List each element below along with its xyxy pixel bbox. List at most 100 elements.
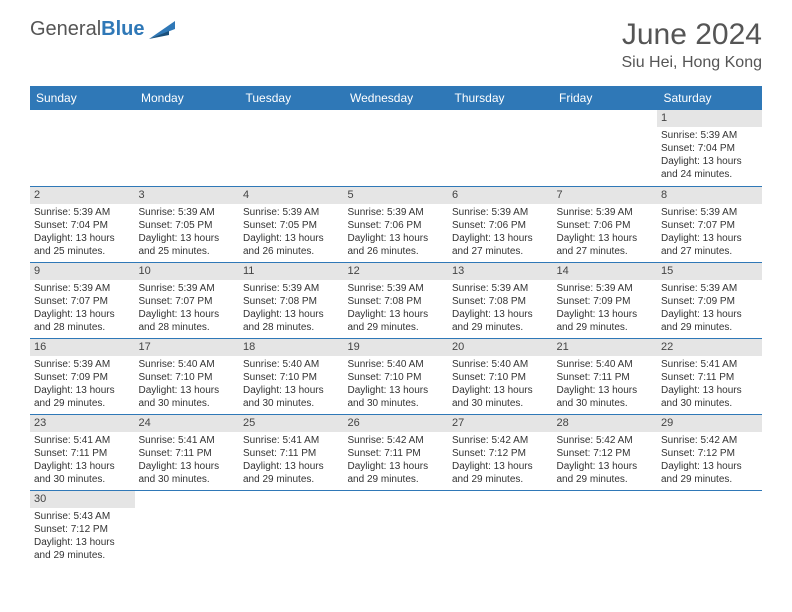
sunset-text: Sunset: 7:06 PM	[348, 219, 445, 232]
day-number: 26	[344, 415, 449, 432]
calendar-day-cell: 7Sunrise: 5:39 AMSunset: 7:06 PMDaylight…	[553, 186, 658, 262]
calendar-day-cell: 8Sunrise: 5:39 AMSunset: 7:07 PMDaylight…	[657, 186, 762, 262]
day-detail: Sunrise: 5:39 AMSunset: 7:06 PMDaylight:…	[344, 204, 449, 260]
sunset-text: Sunset: 7:09 PM	[557, 295, 654, 308]
sunrise-text: Sunrise: 5:40 AM	[139, 358, 236, 371]
day-detail: Sunrise: 5:40 AMSunset: 7:10 PMDaylight:…	[344, 356, 449, 412]
sunset-text: Sunset: 7:07 PM	[661, 219, 758, 232]
calendar-day-cell	[135, 110, 240, 186]
calendar-day-cell: 18Sunrise: 5:40 AMSunset: 7:10 PMDayligh…	[239, 338, 344, 414]
sunrise-text: Sunrise: 5:40 AM	[348, 358, 445, 371]
sunrise-text: Sunrise: 5:39 AM	[661, 206, 758, 219]
day-detail: Sunrise: 5:41 AMSunset: 7:11 PMDaylight:…	[239, 432, 344, 488]
sunrise-text: Sunrise: 5:41 AM	[139, 434, 236, 447]
calendar-day-cell: 27Sunrise: 5:42 AMSunset: 7:12 PMDayligh…	[448, 414, 553, 490]
weekday-header: Sunday	[30, 86, 135, 110]
day-detail: Sunrise: 5:42 AMSunset: 7:12 PMDaylight:…	[448, 432, 553, 488]
daylight-text: Daylight: 13 hours and 30 minutes.	[661, 384, 758, 410]
weekday-header: Monday	[135, 86, 240, 110]
daylight-text: Daylight: 13 hours and 25 minutes.	[34, 232, 131, 258]
daylight-text: Daylight: 13 hours and 30 minutes.	[139, 460, 236, 486]
daylight-text: Daylight: 13 hours and 28 minutes.	[243, 308, 340, 334]
calendar-day-cell: 19Sunrise: 5:40 AMSunset: 7:10 PMDayligh…	[344, 338, 449, 414]
day-detail: Sunrise: 5:42 AMSunset: 7:12 PMDaylight:…	[553, 432, 658, 488]
daylight-text: Daylight: 13 hours and 27 minutes.	[661, 232, 758, 258]
calendar-day-cell: 4Sunrise: 5:39 AMSunset: 7:05 PMDaylight…	[239, 186, 344, 262]
day-number: 16	[30, 339, 135, 356]
day-detail: Sunrise: 5:42 AMSunset: 7:12 PMDaylight:…	[657, 432, 762, 488]
weekday-header-row: Sunday Monday Tuesday Wednesday Thursday…	[30, 86, 762, 110]
sunrise-text: Sunrise: 5:40 AM	[452, 358, 549, 371]
calendar-day-cell: 15Sunrise: 5:39 AMSunset: 7:09 PMDayligh…	[657, 262, 762, 338]
calendar-day-cell: 1Sunrise: 5:39 AMSunset: 7:04 PMDaylight…	[657, 110, 762, 186]
day-number: 11	[239, 263, 344, 280]
day-number: 10	[135, 263, 240, 280]
sunrise-text: Sunrise: 5:42 AM	[348, 434, 445, 447]
calendar-day-cell	[239, 110, 344, 186]
daylight-text: Daylight: 13 hours and 29 minutes.	[348, 308, 445, 334]
day-detail: Sunrise: 5:39 AMSunset: 7:08 PMDaylight:…	[448, 280, 553, 336]
sunset-text: Sunset: 7:11 PM	[348, 447, 445, 460]
sunrise-text: Sunrise: 5:39 AM	[139, 282, 236, 295]
day-number: 18	[239, 339, 344, 356]
sunrise-text: Sunrise: 5:39 AM	[243, 206, 340, 219]
weekday-header: Friday	[553, 86, 658, 110]
day-number: 14	[553, 263, 658, 280]
logo-text-general: General	[30, 18, 101, 41]
weekday-header: Wednesday	[344, 86, 449, 110]
sunset-text: Sunset: 7:08 PM	[452, 295, 549, 308]
calendar-week-row: 9Sunrise: 5:39 AMSunset: 7:07 PMDaylight…	[30, 262, 762, 338]
day-detail: Sunrise: 5:39 AMSunset: 7:07 PMDaylight:…	[657, 204, 762, 260]
sunrise-text: Sunrise: 5:42 AM	[661, 434, 758, 447]
day-number: 24	[135, 415, 240, 432]
day-detail: Sunrise: 5:39 AMSunset: 7:04 PMDaylight:…	[657, 127, 762, 183]
day-number: 13	[448, 263, 553, 280]
sunrise-text: Sunrise: 5:43 AM	[34, 510, 131, 523]
day-number: 25	[239, 415, 344, 432]
calendar-week-row: 2Sunrise: 5:39 AMSunset: 7:04 PMDaylight…	[30, 186, 762, 262]
sunrise-text: Sunrise: 5:39 AM	[661, 129, 758, 142]
calendar-day-cell: 14Sunrise: 5:39 AMSunset: 7:09 PMDayligh…	[553, 262, 658, 338]
sunset-text: Sunset: 7:11 PM	[34, 447, 131, 460]
calendar-day-cell: 22Sunrise: 5:41 AMSunset: 7:11 PMDayligh…	[657, 338, 762, 414]
sunrise-text: Sunrise: 5:42 AM	[557, 434, 654, 447]
daylight-text: Daylight: 13 hours and 27 minutes.	[557, 232, 654, 258]
sunrise-text: Sunrise: 5:41 AM	[34, 434, 131, 447]
calendar-day-cell	[344, 490, 449, 566]
daylight-text: Daylight: 13 hours and 30 minutes.	[452, 384, 549, 410]
day-detail: Sunrise: 5:41 AMSunset: 7:11 PMDaylight:…	[657, 356, 762, 412]
sunset-text: Sunset: 7:08 PM	[243, 295, 340, 308]
daylight-text: Daylight: 13 hours and 29 minutes.	[243, 460, 340, 486]
calendar-day-cell: 24Sunrise: 5:41 AMSunset: 7:11 PMDayligh…	[135, 414, 240, 490]
sunset-text: Sunset: 7:12 PM	[557, 447, 654, 460]
day-number: 17	[135, 339, 240, 356]
sunset-text: Sunset: 7:09 PM	[661, 295, 758, 308]
calendar-day-cell	[553, 110, 658, 186]
sunset-text: Sunset: 7:10 PM	[243, 371, 340, 384]
day-detail: Sunrise: 5:40 AMSunset: 7:11 PMDaylight:…	[553, 356, 658, 412]
day-detail: Sunrise: 5:41 AMSunset: 7:11 PMDaylight:…	[30, 432, 135, 488]
sunset-text: Sunset: 7:07 PM	[34, 295, 131, 308]
day-number: 3	[135, 187, 240, 204]
sunrise-text: Sunrise: 5:39 AM	[557, 206, 654, 219]
calendar-week-row: 30Sunrise: 5:43 AMSunset: 7:12 PMDayligh…	[30, 490, 762, 566]
sunrise-text: Sunrise: 5:39 AM	[452, 206, 549, 219]
daylight-text: Daylight: 13 hours and 28 minutes.	[139, 308, 236, 334]
sunset-text: Sunset: 7:04 PM	[34, 219, 131, 232]
sunset-text: Sunset: 7:12 PM	[452, 447, 549, 460]
daylight-text: Daylight: 13 hours and 29 minutes.	[34, 384, 131, 410]
sunrise-text: Sunrise: 5:39 AM	[243, 282, 340, 295]
day-detail: Sunrise: 5:39 AMSunset: 7:06 PMDaylight:…	[448, 204, 553, 260]
calendar-day-cell: 21Sunrise: 5:40 AMSunset: 7:11 PMDayligh…	[553, 338, 658, 414]
calendar-day-cell: 16Sunrise: 5:39 AMSunset: 7:09 PMDayligh…	[30, 338, 135, 414]
daylight-text: Daylight: 13 hours and 29 minutes.	[34, 536, 131, 562]
calendar-day-cell	[344, 110, 449, 186]
location-label: Siu Hei, Hong Kong	[621, 54, 762, 72]
sunset-text: Sunset: 7:10 PM	[348, 371, 445, 384]
day-detail: Sunrise: 5:39 AMSunset: 7:05 PMDaylight:…	[239, 204, 344, 260]
sunrise-text: Sunrise: 5:42 AM	[452, 434, 549, 447]
sunrise-text: Sunrise: 5:41 AM	[661, 358, 758, 371]
sunrise-text: Sunrise: 5:40 AM	[243, 358, 340, 371]
sunset-text: Sunset: 7:10 PM	[452, 371, 549, 384]
day-number: 21	[553, 339, 658, 356]
